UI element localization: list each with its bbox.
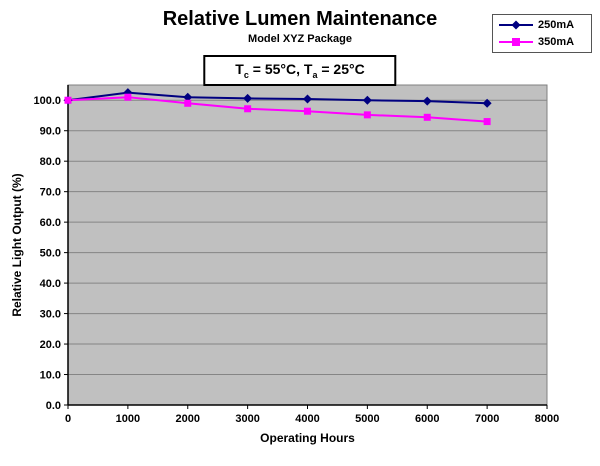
svg-text:4000: 4000 [295,413,319,425]
svg-text:3000: 3000 [235,413,259,425]
x-axis-title: Operating Hours [260,431,355,445]
svg-text:1000: 1000 [116,413,140,425]
y-axis-title: Relative Light Output (%) [10,173,24,317]
svg-text:6000: 6000 [415,413,439,425]
svg-text:20.0: 20.0 [40,339,61,351]
svg-text:80.0: 80.0 [40,156,61,168]
legend-item-350mA: 350mA [498,36,586,48]
svg-text:50.0: 50.0 [40,248,61,260]
svg-text:40.0: 40.0 [40,278,61,290]
annotation-text-part: T [235,61,244,77]
svg-text:70.0: 70.0 [40,187,61,199]
annotation-subscript: c [243,69,249,80]
legend-item-250mA: 250mA [498,19,586,31]
svg-text:5000: 5000 [355,413,379,425]
square-marker-icon [499,38,533,46]
legend-label: 250mA [538,19,575,31]
svg-text:0.0: 0.0 [46,400,61,412]
svg-text:100.0: 100.0 [33,95,61,107]
svg-text:10.0: 10.0 [40,370,61,382]
svg-text:30.0: 30.0 [40,309,61,321]
annotation-subscript: a [312,69,318,80]
diamond-marker-icon [499,20,533,30]
legend: 250mA 350mA [492,14,592,53]
svg-text:2000: 2000 [176,413,200,425]
annotation-text-part: = 25°C [317,61,365,77]
svg-text:60.0: 60.0 [40,217,61,229]
temperature-annotation-box: Tc = 55°C, Ta = 25°C [203,55,397,86]
chart-subtitle: Model XYZ Package [248,33,352,45]
svg-text:0: 0 [65,413,71,425]
svg-text:8000: 8000 [535,413,559,425]
svg-text:7000: 7000 [475,413,499,425]
annotation-text-part: = 55°C, T [248,61,313,77]
chart-title: Relative Lumen Maintenance [162,8,438,30]
legend-label: 350mA [538,36,575,48]
svg-text:90.0: 90.0 [40,126,61,138]
